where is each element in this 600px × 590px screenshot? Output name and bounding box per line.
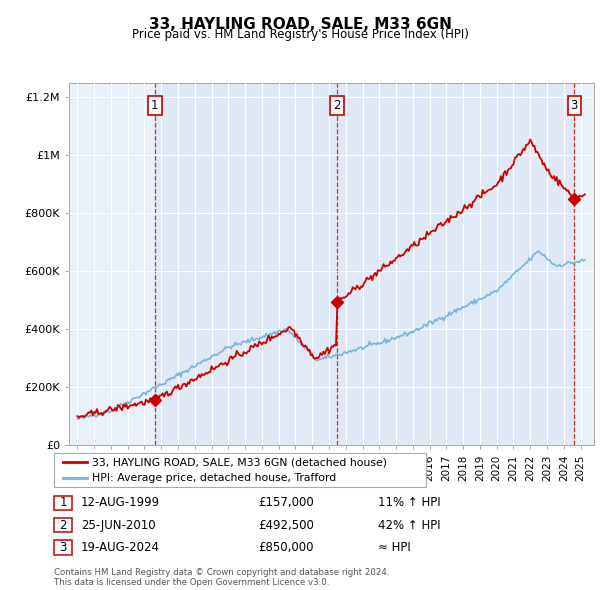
Text: Price paid vs. HM Land Registry's House Price Index (HPI): Price paid vs. HM Land Registry's House … (131, 28, 469, 41)
Text: 3: 3 (59, 541, 67, 554)
Bar (155, 83, 574, 445)
Text: £492,500: £492,500 (258, 519, 314, 532)
Text: Contains HM Land Registry data © Crown copyright and database right 2024.: Contains HM Land Registry data © Crown c… (54, 568, 389, 577)
Text: 3: 3 (571, 99, 578, 112)
Text: 42% ↑ HPI: 42% ↑ HPI (378, 519, 440, 532)
Text: ≈ HPI: ≈ HPI (378, 541, 411, 554)
Text: 11% ↑ HPI: 11% ↑ HPI (378, 496, 440, 509)
Text: 33, HAYLING ROAD, SALE, M33 6GN: 33, HAYLING ROAD, SALE, M33 6GN (149, 17, 451, 31)
Text: 33, HAYLING ROAD, SALE, M33 6GN (detached house): 33, HAYLING ROAD, SALE, M33 6GN (detache… (92, 457, 387, 467)
Text: £850,000: £850,000 (258, 541, 314, 554)
Text: 1: 1 (151, 99, 158, 112)
Text: 12-AUG-1999: 12-AUG-1999 (81, 496, 160, 509)
Text: 2: 2 (59, 519, 67, 532)
Text: HPI: Average price, detached house, Trafford: HPI: Average price, detached house, Traf… (92, 473, 336, 483)
Text: 19-AUG-2024: 19-AUG-2024 (81, 541, 160, 554)
Text: This data is licensed under the Open Government Licence v3.0.: This data is licensed under the Open Gov… (54, 578, 329, 587)
Text: £157,000: £157,000 (258, 496, 314, 509)
Text: 2: 2 (333, 99, 341, 112)
Text: 1: 1 (59, 496, 67, 509)
Text: 25-JUN-2010: 25-JUN-2010 (81, 519, 155, 532)
